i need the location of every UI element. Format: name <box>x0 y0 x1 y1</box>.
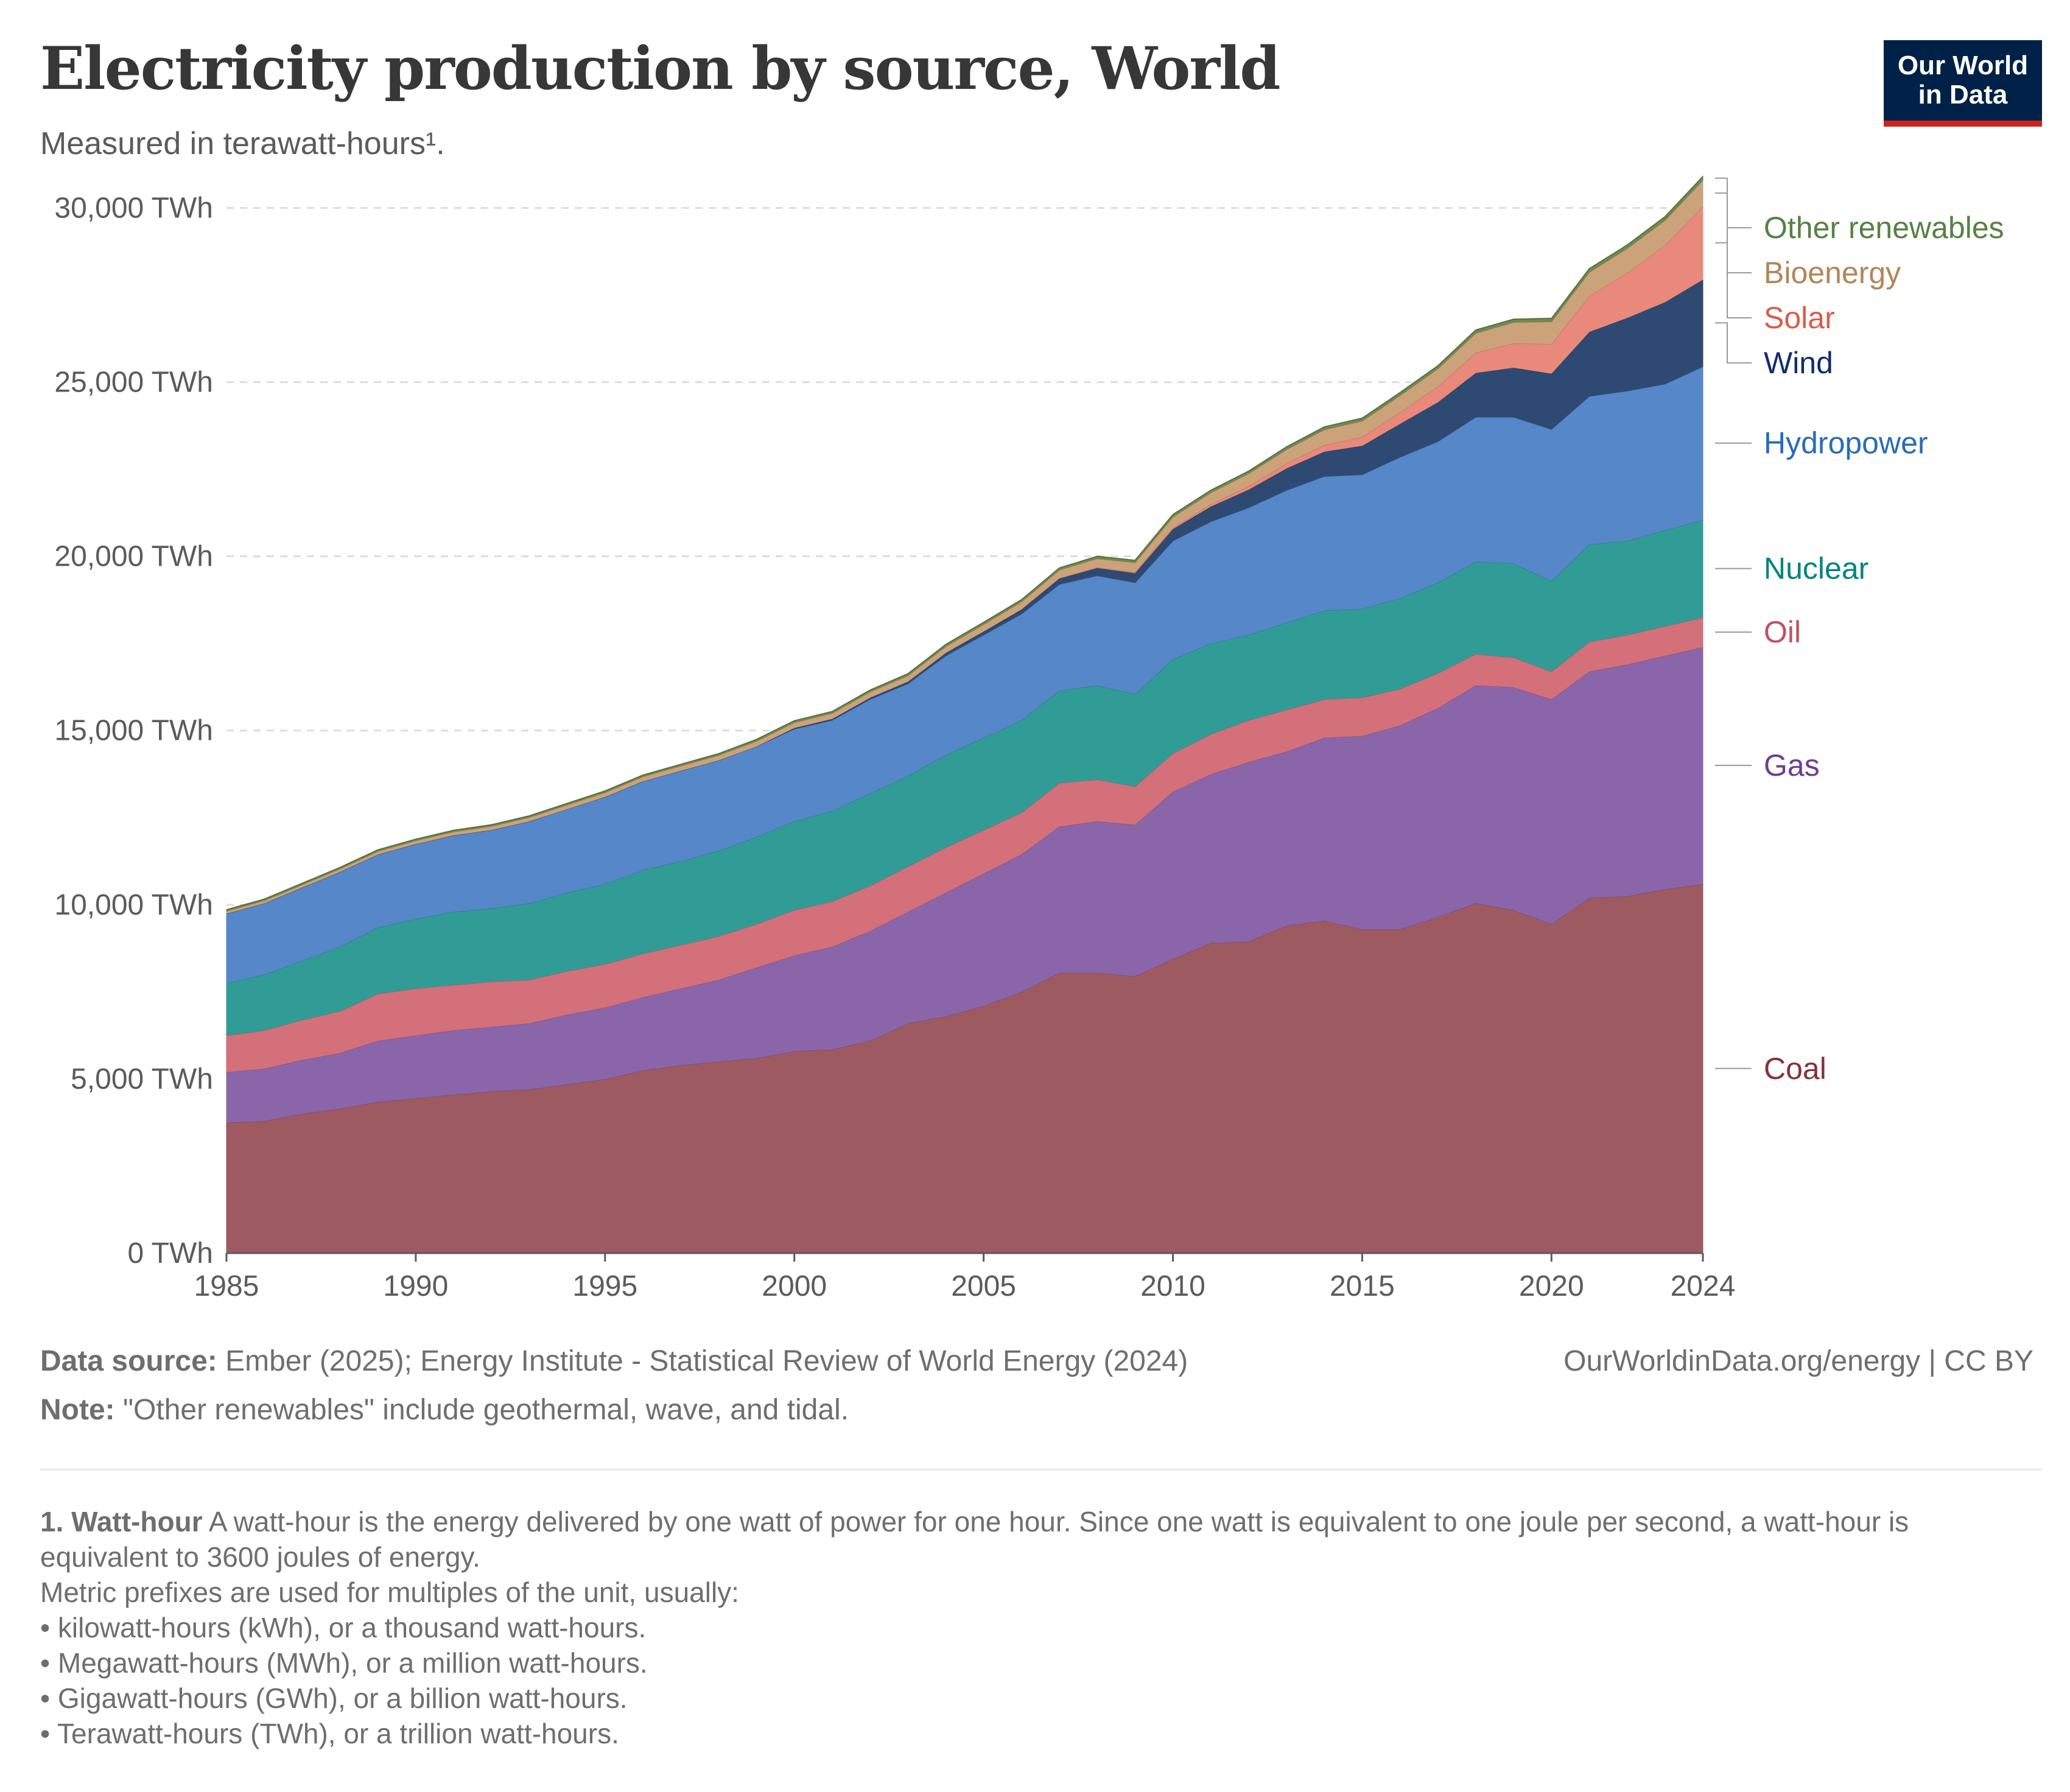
logo-line-1: Our World <box>1897 51 2029 80</box>
source-url-link[interactable]: OurWorldinData.org/energy | CC BY <box>1563 1345 2033 1377</box>
legend-label-solar[interactable]: Solar <box>1764 301 1835 335</box>
footnote-bullet: • Megawatt-hours (MWh), or a million wat… <box>40 1647 648 1679</box>
x-tick-label: 2024 <box>1671 1270 1736 1302</box>
y-tick-label: 0 TWh <box>128 1237 213 1270</box>
footnote: 1. Watt-hour A watt-hour is the energy d… <box>40 1504 1928 1751</box>
x-tick-label: 1990 <box>384 1270 449 1302</box>
chart-note: Note: "Other renewables" include geother… <box>40 1393 849 1427</box>
x-tick-label: 2005 <box>951 1270 1016 1302</box>
legend-label-bioenergy[interactable]: Bioenergy <box>1764 256 1901 290</box>
legend-label-hydropower[interactable]: Hydropower <box>1764 426 1928 460</box>
legend-label-other-renewables[interactable]: Other renewables <box>1764 211 2004 245</box>
footnote-definition: 1. Watt-hour A watt-hour is the energy d… <box>40 1504 1928 1575</box>
legend-label-coal[interactable]: Coal <box>1764 1052 1826 1086</box>
data-source-label: Data source: <box>40 1345 217 1377</box>
y-tick-label: 20,000 TWh <box>54 541 213 573</box>
x-tick-label: 1995 <box>572 1270 637 1302</box>
area-edge <box>226 175 1703 910</box>
note-label: Note: <box>40 1394 115 1426</box>
footnote-divider <box>40 1469 2042 1470</box>
axes: 0 TWh 5,000 TWh 10,000 TWh 15,000 TWh 20,000… <box>54 192 1735 1302</box>
legend-label-nuclear[interactable]: Nuclear <box>1764 552 1868 586</box>
footnote-term: 1. Watt-hour <box>40 1506 203 1537</box>
chart-subtitle: Measured in terawatt-hours¹. <box>40 126 445 161</box>
legend-connector <box>1715 242 1752 318</box>
legend-label-wind[interactable]: Wind <box>1764 346 1833 380</box>
logo-line-2: in Data <box>1918 80 2008 110</box>
legend-connector <box>1715 322 1752 364</box>
legend-label-oil[interactable]: Oil <box>1764 615 1801 649</box>
footnote-bullet: • kilowatt-hours (kWh), or a thousand wa… <box>40 1612 647 1643</box>
y-tick-label: 25,000 TWh <box>54 367 213 399</box>
legend-connector <box>1715 192 1752 273</box>
y-tick-label: 10,000 TWh <box>54 889 213 921</box>
stacked-area-chart[interactable]: 0 TWh 5,000 TWh 10,000 TWh 15,000 TWh 20,000… <box>0 0 2070 1364</box>
owid-logo[interactable]: Our World in Data <box>1884 40 2042 127</box>
x-tick-label: 2000 <box>762 1270 827 1302</box>
footnote-definition-text: A watt-hour is the energy delivered by o… <box>40 1506 1909 1573</box>
y-tick-label: 30,000 TWh <box>54 192 213 224</box>
area-series <box>226 175 1703 1254</box>
legend-label-gas[interactable]: Gas <box>1764 748 1820 782</box>
legend: Coal Gas Oil Nuclear Hydropower Wind Solar Bioe… <box>1715 177 2004 1086</box>
footnote-bullet: • Gigawatt-hours (GWh), or a billion wat… <box>40 1682 628 1714</box>
area-other-renewables[interactable] <box>226 175 1703 912</box>
x-tick-label: 2020 <box>1519 1270 1584 1302</box>
footnote-prefix-intro: Metric prefixes are used for multiples o… <box>40 1576 739 1608</box>
x-tick-label: 2010 <box>1140 1270 1205 1302</box>
note-text: "Other renewables" include geothermal, w… <box>114 1394 849 1426</box>
data-source: Data source: Ember (2025); Energy Instit… <box>40 1344 1188 1378</box>
data-source-text: Ember (2025); Energy Institute - Statist… <box>217 1345 1188 1377</box>
chart-title: Electricity production by source, World <box>40 34 1281 103</box>
legend-connector <box>1715 177 1752 228</box>
y-tick-label: 15,000 TWh <box>54 715 213 747</box>
y-tick-label: 5,000 TWh <box>71 1063 213 1095</box>
x-tick-label: 1985 <box>194 1270 259 1302</box>
x-tick-label: 2015 <box>1330 1270 1395 1302</box>
footnote-bullet: • Terawatt-hours (TWh), or a trillion wa… <box>40 1718 619 1749</box>
